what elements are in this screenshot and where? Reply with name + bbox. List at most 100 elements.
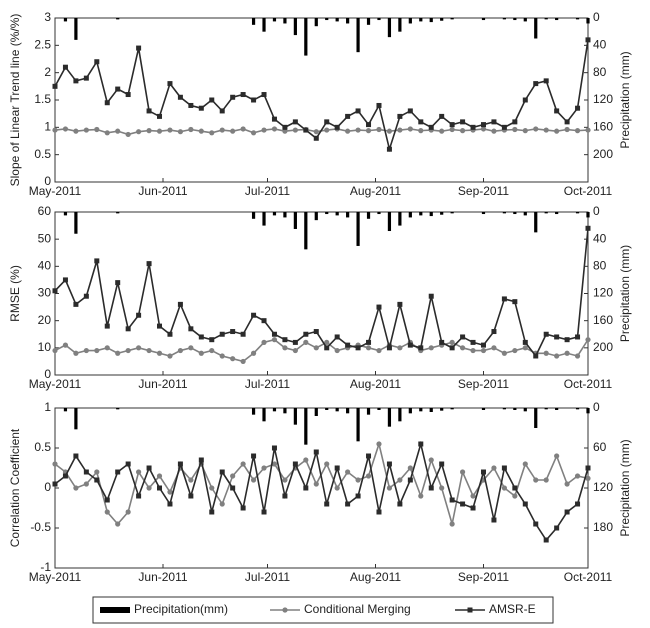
square-marker bbox=[209, 509, 215, 515]
square-marker bbox=[83, 75, 89, 81]
square-marker bbox=[62, 473, 68, 479]
precipitation-bar bbox=[534, 408, 538, 428]
precipitation-bar bbox=[283, 212, 287, 218]
circle-marker bbox=[115, 128, 121, 134]
precipitation-bar bbox=[251, 408, 256, 415]
square-marker bbox=[136, 493, 142, 499]
square-marker bbox=[554, 334, 560, 340]
square-marker bbox=[136, 45, 142, 51]
circle-marker bbox=[104, 509, 110, 515]
circle-marker bbox=[376, 347, 382, 354]
precipitation-bar bbox=[544, 408, 548, 410]
precipitation-bar bbox=[262, 18, 266, 32]
square-marker bbox=[313, 329, 319, 335]
circle-marker bbox=[219, 127, 225, 133]
square-marker bbox=[376, 102, 382, 108]
circle-marker bbox=[585, 475, 591, 481]
x-tick-label: Oct-2011 bbox=[564, 184, 613, 198]
circle-marker bbox=[94, 126, 100, 133]
circle-marker bbox=[345, 469, 351, 475]
square-marker bbox=[407, 108, 413, 114]
square-marker bbox=[94, 477, 100, 483]
square-marker bbox=[292, 339, 298, 345]
y-tick-label: -0.5 bbox=[30, 520, 51, 534]
circle-marker bbox=[554, 128, 560, 134]
precipitation-bar bbox=[377, 212, 381, 215]
circle-marker bbox=[554, 453, 560, 459]
square-marker bbox=[240, 505, 246, 511]
circle-marker bbox=[574, 473, 581, 479]
precipitation-bar bbox=[293, 212, 297, 229]
circle-marker bbox=[533, 477, 539, 483]
precipitation-bar bbox=[523, 408, 527, 412]
precipitation-bar bbox=[325, 408, 329, 410]
circle-marker bbox=[491, 465, 497, 471]
square-marker bbox=[177, 301, 183, 307]
precipitation-bar bbox=[586, 18, 590, 24]
y-tick-label: 40 bbox=[38, 259, 52, 273]
precipitation-bar bbox=[325, 212, 329, 215]
square-marker bbox=[104, 100, 110, 106]
circle-marker bbox=[543, 477, 549, 483]
precipitation-bar bbox=[304, 18, 308, 56]
square-marker bbox=[115, 86, 121, 92]
circle-marker bbox=[313, 345, 319, 351]
circle-marker bbox=[167, 353, 173, 359]
precipitation-bar bbox=[502, 408, 506, 410]
plot-frame bbox=[54, 211, 589, 376]
square-marker bbox=[554, 525, 560, 531]
circle-marker bbox=[146, 128, 152, 134]
circle-marker bbox=[230, 128, 236, 134]
circle-marker bbox=[397, 127, 403, 133]
circle-marker bbox=[209, 130, 215, 136]
precipitation-bar bbox=[481, 408, 486, 410]
precipitation-bar bbox=[575, 18, 580, 20]
square-marker bbox=[439, 461, 445, 467]
y-tick-label: 1.5 bbox=[34, 92, 51, 106]
circle-marker bbox=[313, 481, 319, 487]
precipitation-bar bbox=[63, 212, 68, 216]
square-marker bbox=[345, 501, 351, 507]
square-marker bbox=[271, 331, 277, 337]
precipitation-bar bbox=[335, 408, 339, 412]
square-marker bbox=[449, 122, 455, 128]
circle-marker bbox=[83, 481, 89, 487]
precipitation-bar bbox=[534, 212, 538, 233]
circle-marker bbox=[491, 128, 497, 134]
circle-marker bbox=[261, 339, 267, 345]
circle-marker bbox=[376, 126, 382, 133]
square-marker bbox=[491, 329, 497, 335]
circle-marker bbox=[564, 126, 570, 133]
square-marker bbox=[418, 345, 424, 351]
square-marker bbox=[470, 339, 476, 345]
precipitation-bar bbox=[272, 408, 277, 412]
y2-tick-label: 0 bbox=[593, 400, 600, 414]
square-marker bbox=[94, 59, 100, 65]
precipitation-bar bbox=[262, 212, 266, 226]
square-marker bbox=[366, 453, 372, 459]
circle-marker bbox=[449, 521, 455, 527]
circle-marker bbox=[240, 358, 246, 365]
series-line bbox=[54, 338, 589, 363]
square-marker bbox=[585, 37, 591, 43]
square-marker bbox=[188, 326, 194, 332]
precipitation-bar bbox=[251, 212, 256, 219]
circle-marker bbox=[512, 126, 518, 133]
circle-marker bbox=[219, 353, 225, 359]
circle-marker bbox=[271, 461, 278, 467]
circle-marker bbox=[250, 477, 257, 483]
precipitation-bar bbox=[356, 212, 360, 246]
circle-marker bbox=[104, 130, 110, 136]
precipitation-bar bbox=[408, 408, 412, 414]
legend-label: AMSR-E bbox=[489, 602, 536, 616]
square-marker bbox=[512, 119, 518, 125]
square-marker bbox=[261, 318, 267, 324]
square-marker bbox=[397, 501, 403, 507]
square-marker bbox=[83, 293, 89, 299]
circle-marker bbox=[198, 350, 204, 356]
square-marker bbox=[324, 345, 330, 351]
precipitation-bar bbox=[272, 18, 277, 22]
circle-marker bbox=[73, 128, 79, 134]
y2-tick-label: 120 bbox=[593, 286, 613, 300]
series-line bbox=[54, 440, 589, 542]
